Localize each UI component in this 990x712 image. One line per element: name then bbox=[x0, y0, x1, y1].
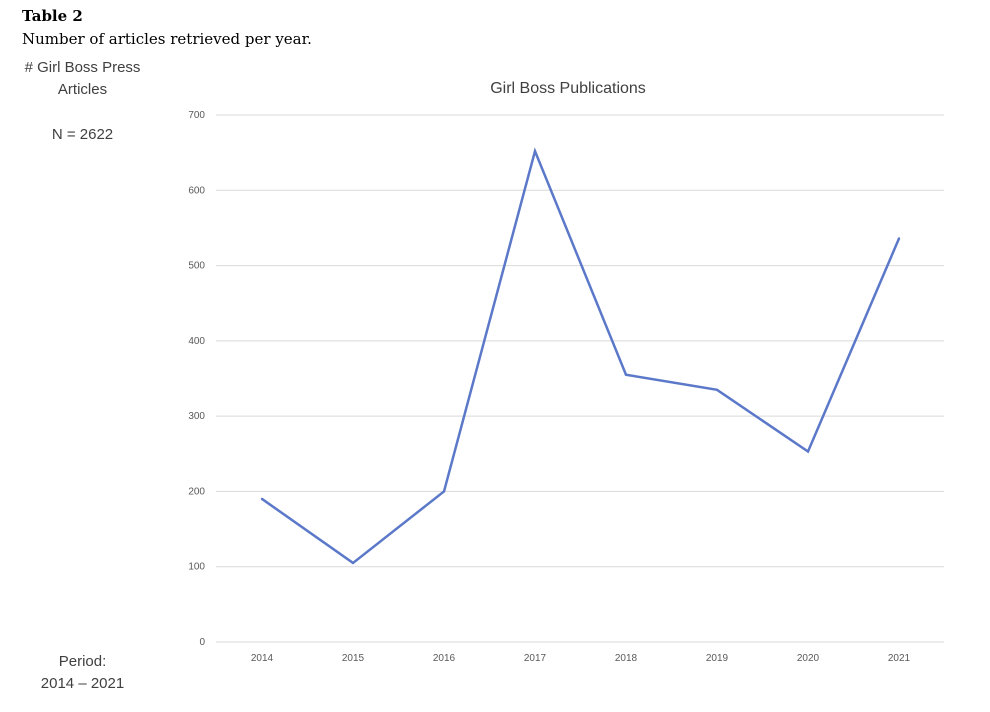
y-axis-label: # Girl Boss Press Articles bbox=[10, 57, 155, 101]
data-point bbox=[624, 373, 628, 376]
series-group bbox=[260, 147, 901, 565]
x-tick-label: 2020 bbox=[797, 653, 820, 664]
table-caption: Number of articles retrieved per year. bbox=[22, 30, 312, 48]
y-tick-label: 100 bbox=[188, 562, 205, 573]
y-tick-label: 600 bbox=[188, 185, 205, 196]
y-tick-label: 500 bbox=[188, 261, 205, 272]
y-tick-label: 400 bbox=[188, 336, 205, 347]
data-point bbox=[806, 450, 810, 453]
y-tick-labels: 0 100 200 300 400 500 600 700 bbox=[188, 110, 205, 648]
y-tick-label: 0 bbox=[199, 637, 205, 648]
x-tick-label: 2017 bbox=[524, 653, 547, 664]
data-point bbox=[351, 561, 355, 565]
y-tick-label: 300 bbox=[188, 411, 205, 422]
chart-title: Girl Boss Publications bbox=[490, 80, 646, 97]
y-axis-label-line-1: # Girl Boss Press bbox=[24, 59, 141, 76]
x-tick-label: 2021 bbox=[888, 653, 911, 664]
data-point bbox=[897, 237, 901, 240]
data-point bbox=[533, 149, 537, 153]
period-label: Period: 2014 – 2021 bbox=[10, 651, 155, 695]
y-axis-label-line-2: Articles bbox=[57, 81, 108, 98]
x-tick-label: 2015 bbox=[342, 653, 365, 664]
data-point bbox=[715, 388, 719, 391]
sample-size-label: N = 2622 bbox=[51, 126, 114, 143]
series-line bbox=[261, 147, 901, 565]
x-tick-labels: 2014 2015 2016 2017 2018 2019 2020 2021 bbox=[251, 653, 911, 664]
data-point bbox=[442, 490, 446, 493]
data-point bbox=[260, 497, 264, 501]
period-label-line-2: 2014 – 2021 bbox=[40, 675, 125, 692]
table-title: Table 2 bbox=[22, 7, 83, 25]
y-tick-label: 700 bbox=[188, 110, 205, 121]
period-label-line-1: Period: bbox=[58, 653, 107, 670]
x-tick-label: 2018 bbox=[615, 653, 638, 664]
y-tick-label: 200 bbox=[188, 486, 205, 497]
x-tick-label: 2019 bbox=[706, 653, 729, 664]
x-tick-label: 2016 bbox=[433, 653, 456, 664]
gridlines bbox=[216, 114, 944, 643]
x-tick-label: 2014 bbox=[251, 653, 274, 664]
